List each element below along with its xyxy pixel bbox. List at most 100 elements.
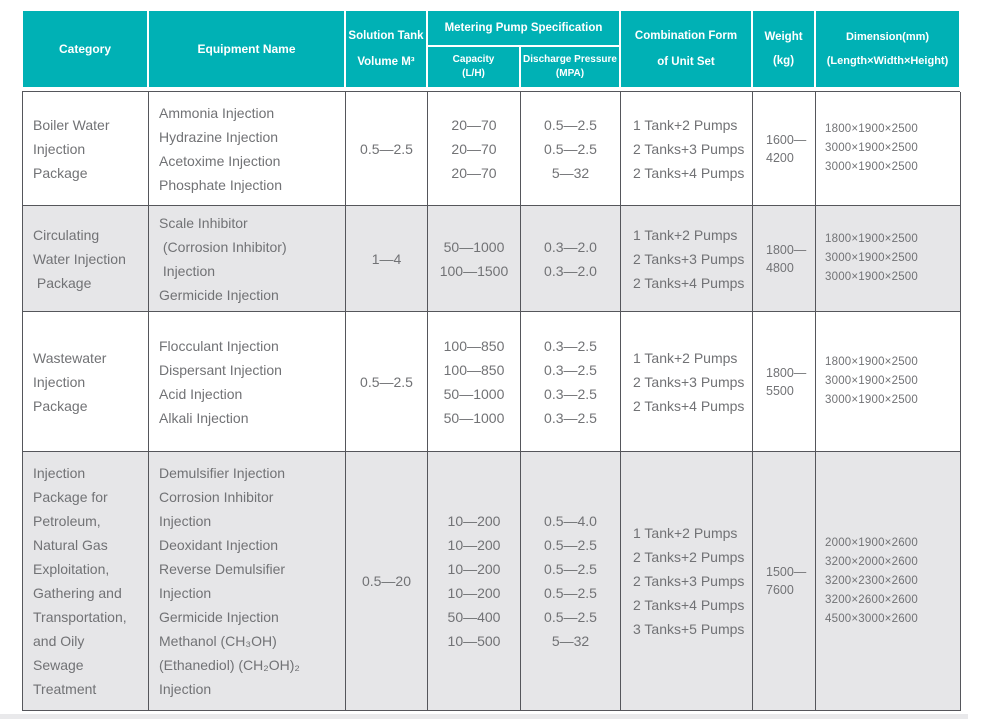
cell-line: Injection bbox=[33, 140, 86, 157]
table-row-circulating-water: Circulating Water Injection Package Scale… bbox=[23, 206, 961, 312]
cell-equipment-name: Demulsifier Injection Corrosion Inhibitor… bbox=[149, 452, 346, 711]
cell-line: 1800— bbox=[766, 242, 807, 257]
cell-equipment-name: Flocculant Injection Dispersant Injection… bbox=[149, 312, 346, 452]
cell-line: 1 Tank+2 Pumps bbox=[633, 226, 738, 243]
cell-line: 100—850 bbox=[443, 361, 505, 378]
cell-line: Scale Inhibitor bbox=[159, 214, 248, 231]
cell-line: Natural Gas bbox=[33, 537, 108, 553]
cell-dimension: 1800×1900×2500 3000×1900×2500 3000×1900×25… bbox=[816, 206, 961, 312]
cell-line: Acetoxime Injection bbox=[159, 152, 281, 169]
cell-line: 2 Tanks+4 Pumps bbox=[633, 274, 745, 291]
cell-line: 20—70 bbox=[451, 164, 497, 181]
cell-line: Petroleum, bbox=[33, 513, 101, 529]
cell-line: 0.3—2.0 bbox=[544, 262, 597, 279]
header-solution-tank: Solution Tank Volume M³ bbox=[345, 10, 427, 88]
cell-line: 10—200 bbox=[447, 561, 501, 577]
cell-line: 2 Tanks+4 Pumps bbox=[633, 597, 745, 613]
cell-tank-volume: 1—4 bbox=[346, 206, 428, 312]
header-weight: Weight (kg) bbox=[752, 10, 815, 88]
cell-line: Combination Form bbox=[634, 30, 738, 42]
cell-combination-form: 1 Tank+2 Pumps 2 Tanks+3 Pumps 2 Tanks+4 P… bbox=[621, 206, 753, 312]
header-combination-form: Combination Form of Unit Set bbox=[620, 10, 752, 88]
cell-line: 2 Tanks+3 Pumps bbox=[633, 573, 745, 589]
cell-line: 0.5—2.5 bbox=[544, 585, 597, 601]
cell-line: Discharge Pressure bbox=[523, 54, 617, 65]
cell-line: Boiler Water bbox=[33, 116, 110, 133]
cell-line: Injection bbox=[33, 465, 86, 481]
cell-line: 1500— bbox=[766, 565, 807, 579]
cell-dimension: 1800×1900×2500 3000×1900×2500 3000×1900×25… bbox=[816, 312, 961, 452]
cell-line: 1 Tank+2 Pumps bbox=[633, 116, 738, 133]
cell-line: Dimension(mm) bbox=[845, 31, 930, 43]
cell-line: Capacity bbox=[452, 54, 495, 65]
cell-line: 20—70 bbox=[451, 116, 497, 133]
cell-line: Package for bbox=[33, 489, 108, 505]
header-discharge-pressure: Discharge Pressure (MPA) bbox=[520, 46, 620, 88]
cell-line: Package bbox=[33, 397, 88, 414]
header-metering-pump-spec: Metering Pump Specification bbox=[427, 10, 620, 46]
cell-equipment-name: Scale Inhibitor (Corrosion Inhibitor) In… bbox=[149, 206, 346, 312]
cell-line: Deoxidant Injection bbox=[159, 537, 279, 553]
cell-line: Methanol (CH₃OH) bbox=[159, 633, 277, 649]
cell-line: 0.3—2.5 bbox=[544, 361, 597, 378]
cell-line: 3200×2600×2600 bbox=[825, 593, 918, 606]
cell-line: 5500 bbox=[766, 383, 794, 398]
cell-tank-volume: 0.5—2.5 bbox=[346, 312, 428, 452]
cell-line: Flocculant Injection bbox=[159, 337, 279, 354]
cell-capacity: 10—200 10—200 10—200 10—200 50—400 10—500 bbox=[428, 452, 521, 711]
cell-line: 3000×1900×2500 bbox=[825, 142, 918, 154]
cell-line: 1800— bbox=[766, 365, 807, 380]
cell-line: 0.3—2.5 bbox=[544, 385, 597, 402]
cell-tank-volume: 0.5—20 bbox=[346, 452, 428, 711]
cell-line: 0.5—2.5 bbox=[544, 537, 597, 553]
cell-weight: 1500— 7600 bbox=[753, 452, 816, 711]
cell-line: 0.3—2.5 bbox=[544, 409, 597, 426]
cell-line: 2 Tanks+3 Pumps bbox=[633, 373, 745, 390]
cell-capacity: 50—1000 100—1500 bbox=[428, 206, 521, 312]
header-equipment-name: Equipment Name bbox=[148, 10, 345, 88]
table-row-wastewater: Wastewater Injection Package Flocculant In… bbox=[23, 312, 961, 452]
cell-line: 20—70 bbox=[451, 140, 497, 157]
cell-line: (Length×Width×Height) bbox=[826, 55, 949, 67]
cell-line: Dispersant Injection bbox=[159, 361, 282, 378]
cell-dimension: 2000×1900×2600 3200×2000×2600 3200×2300×26… bbox=[816, 452, 961, 711]
cell-line: 4200 bbox=[766, 150, 794, 165]
cell-discharge-pressure: 0.5—4.0 0.5—2.5 0.5—2.5 0.5—2.5 0.5—2.5 5—32 bbox=[521, 452, 621, 711]
cell-line: 3 Tanks+5 Pumps bbox=[633, 621, 745, 637]
cell-line: Alkali Injection bbox=[159, 409, 249, 426]
cell-line: Ammonia Injection bbox=[159, 104, 275, 121]
cell-weight: 1800— 5500 bbox=[753, 312, 816, 452]
cell-category: Circulating Water Injection Package bbox=[23, 206, 149, 312]
cell-line: Injection bbox=[159, 585, 212, 601]
cell-line: 3000×1900×2500 bbox=[825, 271, 918, 283]
cell-line: 0.3—2.5 bbox=[544, 337, 597, 354]
cell-weight: 1800— 4800 bbox=[753, 206, 816, 312]
cell-line: 10—200 bbox=[447, 585, 501, 601]
cell-line: Germicide Injection bbox=[159, 609, 279, 625]
cell-line: 2 Tanks+2 Pumps bbox=[633, 549, 745, 565]
cell-line: 4500×3000×2600 bbox=[825, 612, 918, 625]
cell-line: 1600— bbox=[766, 132, 807, 147]
cell-category: Injection Package for Petroleum, Natural Ga… bbox=[23, 452, 149, 711]
cell-line: Germicide Injection bbox=[159, 286, 279, 303]
cell-line: (L/H) bbox=[462, 68, 485, 79]
cell-line: Demulsifier Injection bbox=[159, 465, 286, 481]
cell-line: Circulating bbox=[33, 226, 100, 243]
cell-line: Injection bbox=[33, 373, 86, 390]
cell-line: 10—200 bbox=[447, 537, 501, 553]
cell-discharge-pressure: 0.5—2.5 0.5—2.5 5—32 bbox=[521, 92, 621, 206]
cell-line: 2000×1900×2600 bbox=[825, 536, 918, 549]
header-capacity: Capacity (L/H) bbox=[427, 46, 520, 88]
cell-line: 3000×1900×2500 bbox=[825, 252, 918, 264]
cell-equipment-name: Ammonia Injection Hydrazine Injection Acet… bbox=[149, 92, 346, 206]
cell-line: 3000×1900×2500 bbox=[825, 394, 918, 406]
cell-line: 1 Tank+2 Pumps bbox=[633, 349, 738, 366]
cell-line: 50—1000 bbox=[443, 238, 505, 255]
cell-line: Injection bbox=[159, 681, 212, 697]
cell-line: 50—1000 bbox=[443, 385, 505, 402]
cell-line: 1800×1900×2500 bbox=[825, 233, 918, 245]
cell-line: 100—1500 bbox=[439, 262, 509, 279]
cell-line: Gathering and bbox=[33, 585, 122, 601]
spec-table: Category Equipment Name Solution Tank Vol… bbox=[22, 10, 961, 711]
cell-discharge-pressure: 0.3—2.5 0.3—2.5 0.3—2.5 0.3—2.5 bbox=[521, 312, 621, 452]
